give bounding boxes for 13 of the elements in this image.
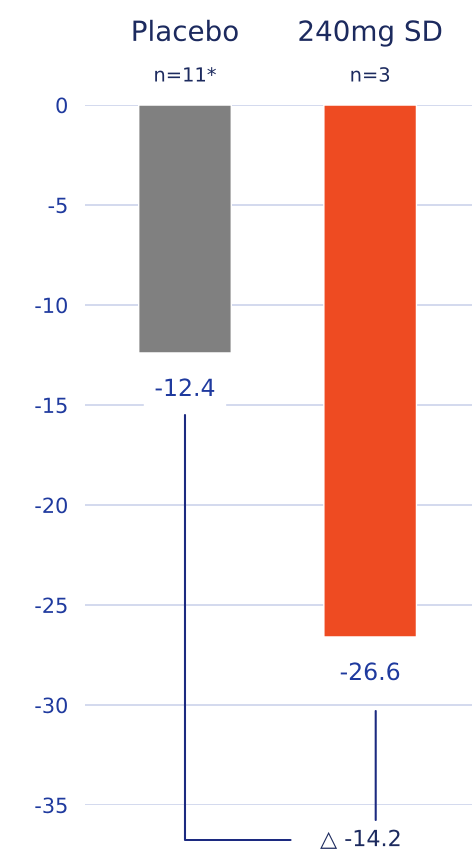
y-tick-label: -15 [35,398,67,414]
data-label: -12.4 [156,378,214,396]
y-tick-label: -20 [35,497,67,514]
y-tick-label: -35 [35,797,67,814]
data-label: -26.6 [340,662,400,680]
y-tick-label: -10 [35,297,67,314]
y-tick-label: -25 [35,597,67,614]
y-tick-label: -30 [35,697,67,714]
x-tick-label: 240mg SD n=3 [299,20,442,82]
x-tick-label: Placebo n=11* [133,20,238,82]
y-tick-label: 0 [56,97,67,114]
y-tick-label: -5 [48,198,67,214]
text: △ -14.2 [320,830,400,849]
